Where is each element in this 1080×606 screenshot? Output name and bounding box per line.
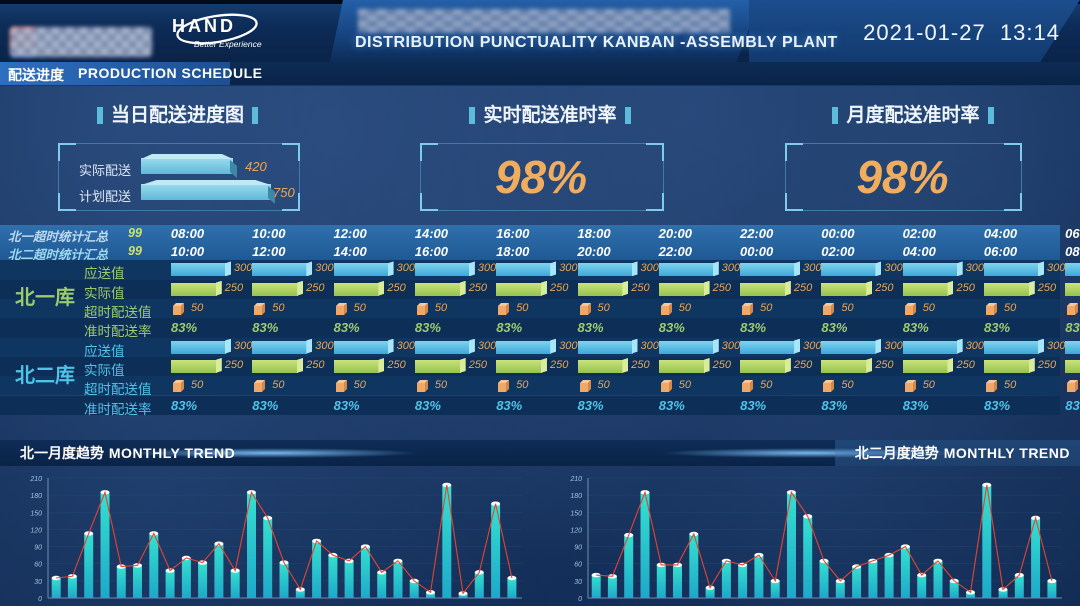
svg-text:120: 120 bbox=[30, 527, 42, 534]
svg-text:Better Experience: Better Experience bbox=[194, 39, 262, 49]
svg-text:0: 0 bbox=[38, 596, 42, 603]
svg-text:150: 150 bbox=[570, 510, 582, 517]
svg-text:30: 30 bbox=[574, 579, 582, 586]
svg-text:90: 90 bbox=[34, 545, 42, 552]
svg-text:210: 210 bbox=[29, 476, 42, 483]
svg-text:60: 60 bbox=[574, 562, 582, 569]
svg-text:90: 90 bbox=[574, 545, 582, 552]
svg-text:120: 120 bbox=[570, 527, 582, 534]
svg-text:150: 150 bbox=[30, 510, 42, 517]
svg-text:210: 210 bbox=[569, 476, 582, 483]
svg-text:180: 180 bbox=[30, 493, 42, 500]
svg-text:0: 0 bbox=[578, 596, 582, 603]
svg-text:30: 30 bbox=[34, 579, 42, 586]
svg-text:180: 180 bbox=[570, 493, 582, 500]
svg-text:60: 60 bbox=[34, 562, 42, 569]
